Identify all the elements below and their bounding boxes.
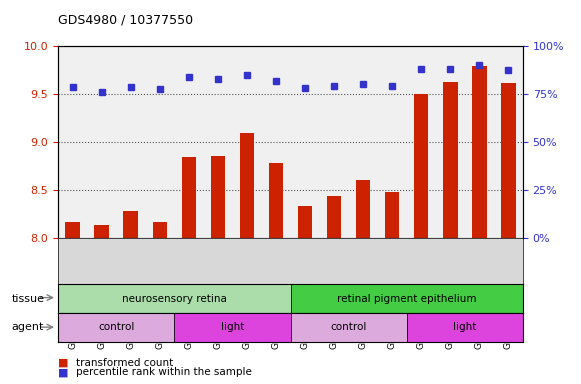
Text: ■: ■ — [58, 367, 69, 377]
Bar — [181, 157, 196, 238]
Text: light: light — [221, 322, 244, 333]
Text: tissue: tissue — [12, 293, 45, 304]
FancyBboxPatch shape — [290, 284, 523, 313]
Text: control: control — [331, 322, 367, 333]
Text: agent: agent — [12, 322, 44, 333]
Bar — [297, 206, 313, 238]
Bar — [210, 157, 225, 238]
FancyBboxPatch shape — [58, 313, 174, 342]
Text: light: light — [453, 322, 476, 333]
Bar — [501, 83, 516, 238]
Bar — [327, 196, 342, 238]
Text: percentile rank within the sample: percentile rank within the sample — [76, 367, 252, 377]
Text: ■: ■ — [58, 358, 69, 368]
FancyBboxPatch shape — [407, 313, 523, 342]
Bar — [268, 163, 283, 238]
Bar — [94, 225, 109, 238]
Text: retinal pigment epithelium: retinal pigment epithelium — [337, 293, 476, 304]
Bar — [123, 211, 138, 238]
Bar — [443, 81, 458, 238]
FancyBboxPatch shape — [58, 284, 290, 313]
Text: control: control — [98, 322, 134, 333]
Text: neurosensory retina: neurosensory retina — [122, 293, 227, 304]
Bar — [385, 192, 399, 238]
Text: transformed count: transformed count — [76, 358, 173, 368]
Bar — [152, 222, 167, 238]
Bar — [239, 133, 254, 238]
Text: GDS4980 / 10377550: GDS4980 / 10377550 — [58, 14, 193, 27]
Bar — [472, 66, 486, 238]
FancyBboxPatch shape — [174, 313, 290, 342]
Bar — [65, 222, 80, 238]
Bar — [356, 180, 371, 238]
Bar — [414, 94, 428, 238]
FancyBboxPatch shape — [290, 313, 407, 342]
